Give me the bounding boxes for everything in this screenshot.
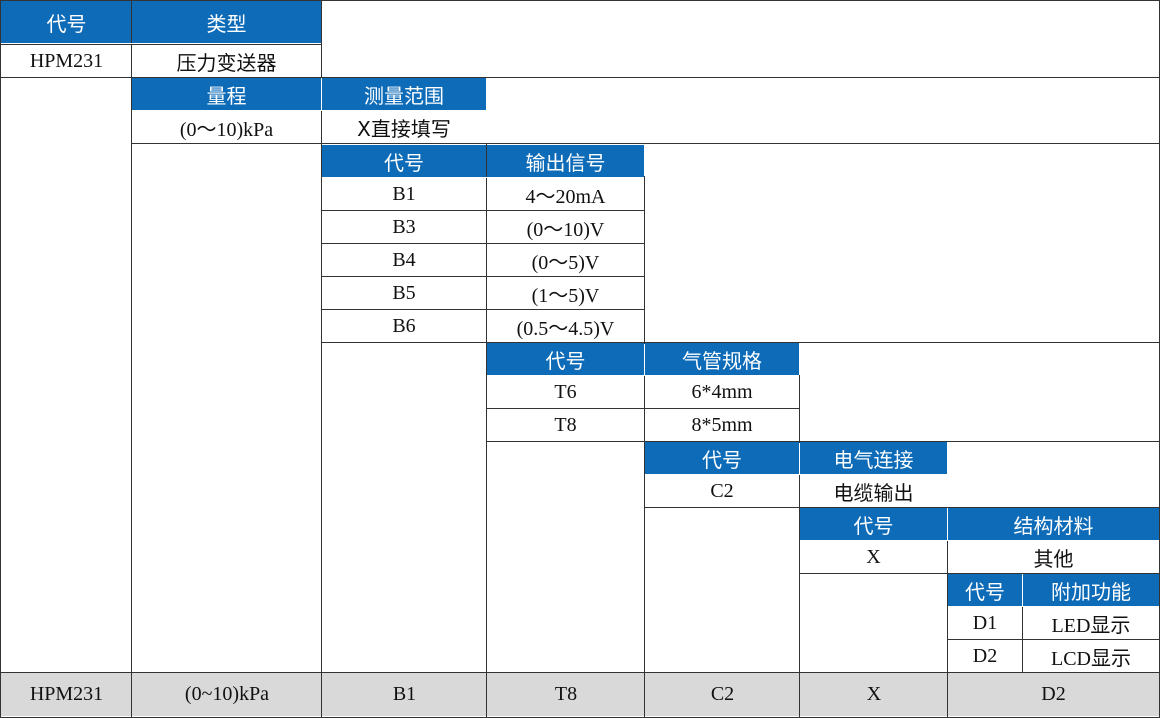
tube-spec-t6: 6*4mm [691,380,753,403]
output-signal-b5: (1～5)V [531,284,600,307]
example-material: X [800,673,948,716]
range-value: (0～10)kPa [179,118,274,141]
header-material-code: 代号 [800,508,947,540]
output-code-b4: B4 [392,248,416,271]
output-signal-b3: (0～10)V [526,218,605,241]
example-range: (0~10)kPa [132,673,322,716]
output-code-b6: B6 [392,314,416,337]
tube-code-t8: T8 [554,413,577,436]
example-model: HPM231 [1,673,132,716]
output-code-b5: B5 [392,281,416,304]
header-code: 代号 [1,1,132,43]
connection-code-c2: C2 [710,479,734,502]
example-function: D2 [948,673,1159,716]
function-d2: LCD显示 [1051,647,1131,670]
header-output-signal: 输出信号 [487,145,644,177]
header-electrical-connection: 电气连接 [800,442,947,474]
output-signal-b1: 4～20mA [525,185,606,208]
header-tube-code: 代号 [487,343,644,375]
example-connection: C2 [645,673,800,716]
header-output-code: 代号 [322,145,486,177]
connection-value: 电缆输出 [833,480,914,505]
model-type: 压力变送器 [176,50,277,75]
output-code-b1: B1 [392,182,416,205]
header-additional-function: 附加功能 [1023,574,1159,606]
tube-spec-t8: 8*5mm [691,413,753,436]
tube-code-t6: T6 [554,380,577,403]
model-code: HPM231 [29,49,104,72]
function-code-d2: D2 [972,644,998,667]
measure-value: X直接填写 [357,116,451,141]
header-function-code: 代号 [948,574,1022,606]
output-signal-b6: (0.5～4.5)V [516,317,615,340]
header-range: 量程 [132,78,321,110]
example-tube: T8 [487,673,645,716]
material-code-x: X [866,545,881,568]
example-output: B1 [322,673,487,716]
header-type: 类型 [132,1,321,43]
header-tube-spec: 气管规格 [645,343,799,375]
material-value: 其他 [1033,546,1074,571]
header-measure-range: 测量范围 [322,78,486,110]
output-signal-b4: (0～5)V [531,251,600,274]
output-code-b3: B3 [392,215,416,238]
function-d1: LED显示 [1051,614,1131,637]
header-connection-code: 代号 [645,442,799,474]
function-code-d1: D1 [972,611,998,634]
header-material: 结构材料 [948,508,1159,540]
